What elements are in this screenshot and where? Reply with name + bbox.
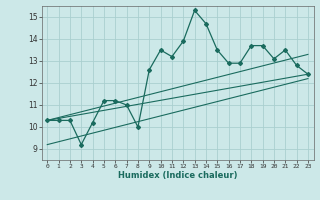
X-axis label: Humidex (Indice chaleur): Humidex (Indice chaleur)	[118, 171, 237, 180]
